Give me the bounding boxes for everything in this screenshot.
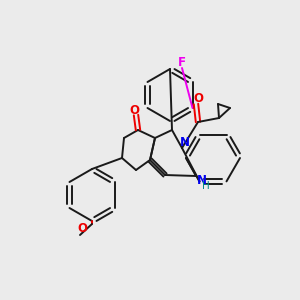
Text: F: F xyxy=(178,56,186,68)
Text: N: N xyxy=(180,136,190,149)
Text: O: O xyxy=(193,92,203,106)
Text: N: N xyxy=(197,173,207,187)
Text: O: O xyxy=(129,103,139,116)
Text: O: O xyxy=(77,223,87,236)
Text: H: H xyxy=(202,181,210,191)
